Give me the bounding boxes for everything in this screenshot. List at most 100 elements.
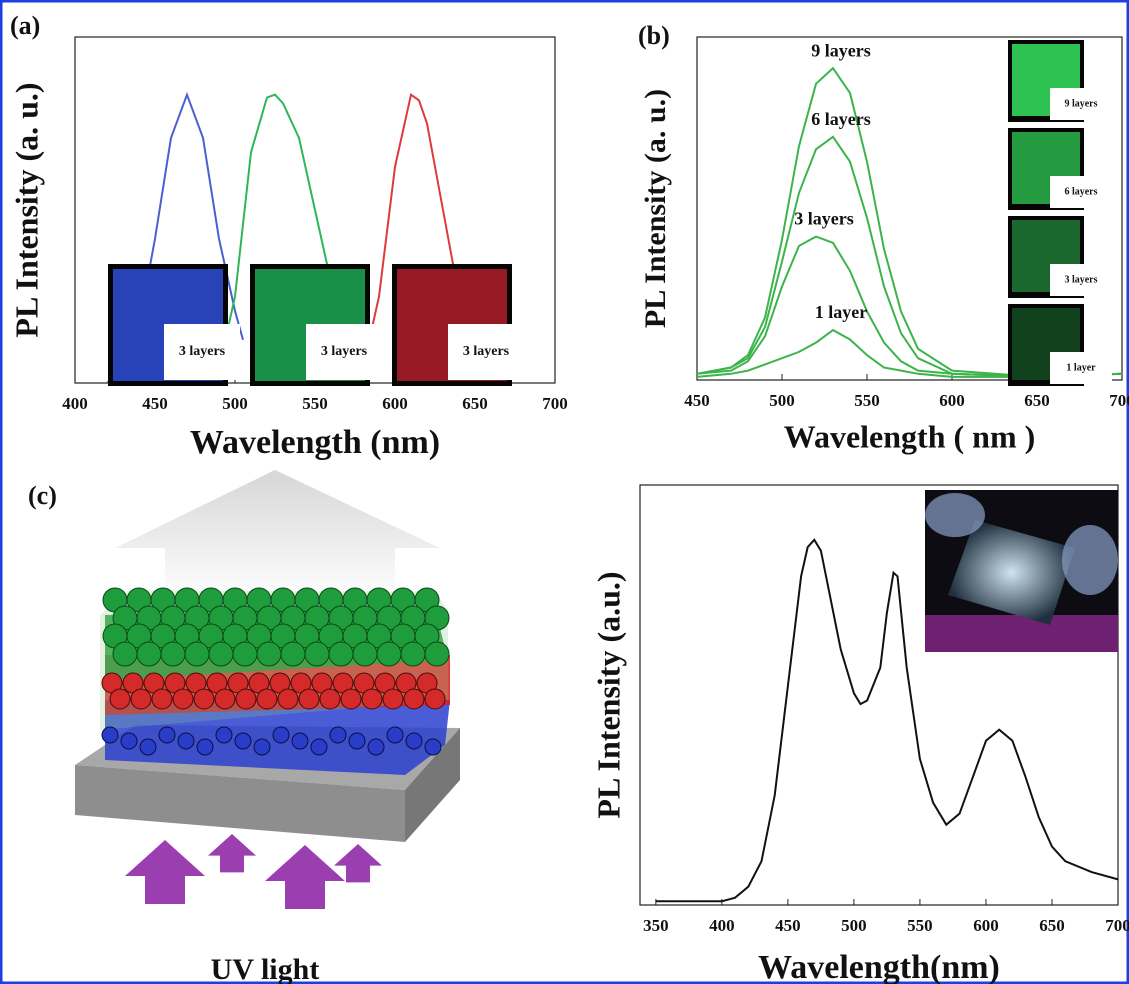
particle <box>400 641 426 667</box>
caption: UV light <box>211 953 320 984</box>
x-axis-title: Wavelength (nm) <box>190 424 440 461</box>
plot-frame <box>639 484 1119 906</box>
uv-arrow <box>125 840 205 904</box>
particle <box>424 641 450 667</box>
particle <box>277 688 299 710</box>
x-tick-label: 650 <box>1039 916 1065 935</box>
particle <box>291 732 309 750</box>
x-tick-label: 550 <box>302 394 328 413</box>
inset-label: 1 layer <box>1066 362 1096 373</box>
particle <box>177 732 195 750</box>
particle <box>151 688 173 710</box>
inset-label: 3 layers <box>1064 274 1097 285</box>
inset-tag <box>1050 88 1112 120</box>
panel-label: (b) <box>638 21 670 50</box>
inset-label: 9 layers <box>1064 98 1097 109</box>
panel-label: (c) <box>28 481 57 510</box>
x-tick-label: 650 <box>462 394 488 413</box>
particle <box>109 688 131 710</box>
particle <box>235 688 257 710</box>
inset-label: 3 layers <box>179 344 226 359</box>
x-tick-label: 650 <box>1024 391 1050 410</box>
x-tick-label: 350 <box>643 916 669 935</box>
particle <box>319 688 341 710</box>
particle <box>101 726 119 744</box>
particle <box>158 726 176 744</box>
particle <box>382 688 404 710</box>
x-tick-label: 500 <box>769 391 795 410</box>
particle <box>160 641 186 667</box>
inset-glow <box>925 615 1118 652</box>
inset-tag <box>164 324 240 380</box>
y-axis-title: PL Intensity (a. u.) <box>8 82 44 337</box>
particle <box>352 641 378 667</box>
spectrum-line <box>696 328 1123 378</box>
inset-finger <box>925 493 985 537</box>
x-tick-label: 700 <box>1109 391 1129 410</box>
y-axis-title: PL Intensity (a. u.) <box>639 89 672 328</box>
x-tick-label: 450 <box>775 916 801 935</box>
series-label: 3 layers <box>794 209 853 229</box>
inset-label: 3 layers <box>321 344 368 359</box>
particle <box>361 688 383 710</box>
particle <box>196 738 214 756</box>
x-tick-label: 450 <box>684 391 710 410</box>
x-tick-label: 700 <box>542 394 568 413</box>
inset-tag <box>1050 176 1112 208</box>
panel-label: (a) <box>10 11 40 40</box>
layer-diagram: (c) UV light <box>28 470 460 984</box>
particle <box>348 732 366 750</box>
particle <box>112 641 138 667</box>
particle <box>280 641 306 667</box>
spectrum-line <box>696 66 1123 378</box>
emission-arrow <box>115 470 440 600</box>
spectrum-line <box>696 135 1123 378</box>
inset-finger <box>1062 525 1118 595</box>
particle <box>424 688 446 710</box>
particle <box>405 732 423 750</box>
particle <box>329 726 347 744</box>
particle <box>208 641 234 667</box>
particle <box>193 688 215 710</box>
inset-tag <box>1050 352 1112 384</box>
series-label: 6 layers <box>811 109 870 129</box>
inset-tag <box>306 324 382 380</box>
plot-frame <box>696 36 1123 381</box>
series-label: 1 layer <box>815 302 867 322</box>
x-tick-label: 400 <box>709 916 735 935</box>
particle <box>214 688 236 710</box>
series-label: 9 layers <box>811 40 870 60</box>
particle <box>234 732 252 750</box>
particle <box>184 641 210 667</box>
x-tick-label: 600 <box>939 391 965 410</box>
particle <box>232 641 258 667</box>
spectrum-line <box>696 235 1123 378</box>
particle <box>253 738 271 756</box>
particle <box>120 732 138 750</box>
x-axis-title: Wavelength ( nm ) <box>784 418 1036 454</box>
particle <box>136 641 162 667</box>
uv-arrow <box>208 834 256 873</box>
particle <box>172 688 194 710</box>
substrate-side <box>405 728 460 842</box>
particle <box>256 688 278 710</box>
x-tick-label: 550 <box>854 391 880 410</box>
x-tick-label: 700 <box>1105 916 1129 935</box>
particle <box>130 688 152 710</box>
particle <box>256 641 282 667</box>
x-tick-label: 600 <box>382 394 408 413</box>
x-axis-title: Wavelength(nm) <box>758 949 1000 984</box>
x-tick-label: 450 <box>142 394 168 413</box>
x-tick-label: 500 <box>222 394 248 413</box>
inset-tag <box>1050 264 1112 296</box>
substrate-front <box>75 765 405 842</box>
y-axis-title: PL Intensity (a.u.) <box>590 571 626 818</box>
x-tick-label: 550 <box>907 916 933 935</box>
inset-sample <box>948 520 1075 625</box>
x-tick-label: 400 <box>62 394 88 413</box>
particle <box>340 688 362 710</box>
particle <box>304 641 330 667</box>
particle <box>376 641 402 667</box>
particle <box>328 641 354 667</box>
